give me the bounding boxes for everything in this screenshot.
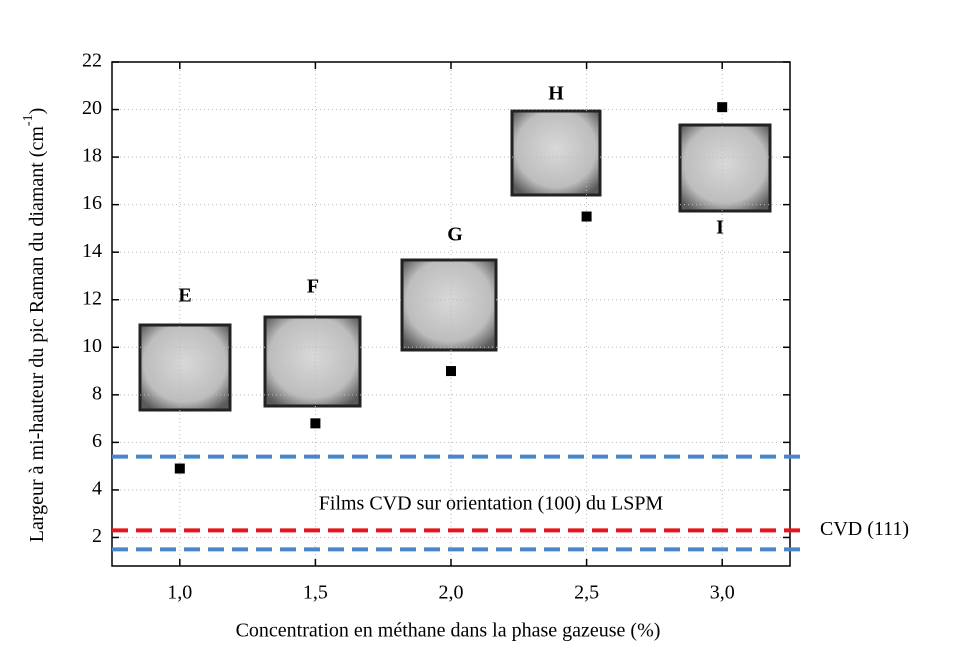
y-tick-label: 18 [82, 145, 102, 167]
reference-band-label: Films CVD sur orientation (100) du LSPM [319, 493, 664, 515]
y-tick-label: 12 [82, 287, 102, 309]
y-tick-label: 10 [82, 335, 102, 357]
sample-image [138, 323, 232, 412]
y-tick-label: 6 [92, 430, 102, 452]
y-tick-label: 22 [82, 50, 102, 72]
point-label: H [548, 83, 564, 105]
reference-label: CVD (111) [820, 518, 909, 540]
point [174, 463, 185, 474]
point [581, 211, 592, 222]
point-label: E [178, 285, 191, 307]
x-tick-label: 2,5 [574, 582, 599, 604]
x-tick-label: 1,0 [167, 582, 192, 604]
point-label: F [307, 276, 319, 298]
y-axis-label-end: ) [26, 108, 48, 115]
sample-image [263, 315, 362, 408]
sample-image [510, 109, 602, 197]
x-tick-label: 3,0 [710, 582, 735, 604]
y-tick-label: 16 [82, 192, 102, 214]
y-axis-label: Largeur à mi-hauteur du pic Raman du dia… [21, 108, 47, 543]
sample-image [678, 123, 772, 213]
point [310, 418, 321, 429]
sample-images [138, 109, 772, 412]
x-tick-label: 1,5 [303, 582, 328, 604]
y-tick-label: 4 [92, 478, 102, 500]
y-tick-label: 14 [82, 240, 102, 262]
y-tick-label: 20 [82, 97, 102, 119]
point-label: I [716, 217, 724, 239]
y-axis-label-superscript: -1 [21, 114, 36, 126]
point [446, 366, 456, 377]
point [717, 102, 728, 113]
plot-frame [111, 61, 791, 567]
y-axis-label-text: Largeur à mi-hauteur du pic Raman du dia… [26, 126, 48, 543]
y-tick-label: 8 [92, 382, 102, 404]
y-tick-label: 2 [92, 525, 102, 547]
x-tick-label: 2,0 [439, 582, 464, 604]
point-label: G [447, 224, 463, 246]
x-axis-label: Concentration en méthane dans la phase g… [236, 620, 661, 642]
sample-image [400, 258, 498, 352]
